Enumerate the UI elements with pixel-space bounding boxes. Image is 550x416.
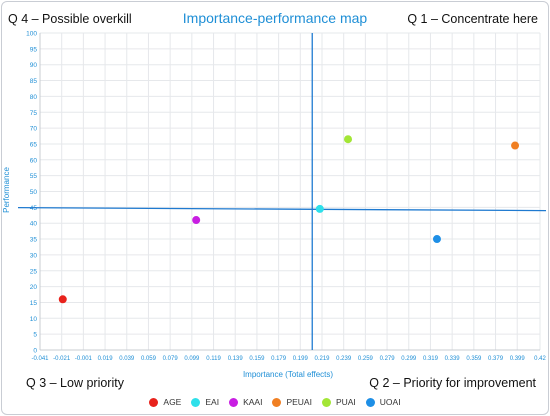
legend-item-uoai: UOAI [365,397,401,407]
legend-item-eai: EAI [191,397,219,407]
x-tick-label: 0.039 [119,356,135,362]
y-tick-label: 30 [30,252,38,259]
quadrant-4-label: Q 4 – Possible overkill [8,12,132,26]
legend-label: KAAI [243,397,263,407]
y-tick-label: 85 [30,78,38,85]
y-tick-label: 20 [30,284,38,291]
x-tick-label: -0.021 [53,356,71,362]
x-tick-label: 0.179 [271,356,287,362]
y-tick-label: 95 [30,46,38,53]
x-tick-label: 0.059 [141,356,157,362]
x-tick-label: -0.001 [75,356,93,362]
legend-label: PUAI [335,397,356,407]
x-tick-label: -0.041 [31,356,49,362]
data-point-uoai [432,235,441,244]
y-tick-label: 55 [30,173,38,180]
y-tick-label: 100 [26,31,37,38]
x-tick-label: 0.239 [336,356,352,362]
x-tick-label: 0.099 [184,356,200,362]
legend-swatch [365,397,375,407]
data-point-kaai [192,216,201,225]
legend-item-peuai: PEUAI [272,397,312,407]
x-tick-label: 0.379 [488,356,504,362]
horizontal-reference-line [17,206,547,212]
legend-label: EAI [205,397,220,407]
x-tick-label: 0.219 [314,356,330,362]
x-tick-label: 0.079 [163,356,179,362]
legend-item-age: AGE [149,397,181,407]
x-tick-label: 0.399 [510,356,526,362]
data-point-age [58,295,67,304]
y-tick-label: 60 [30,157,38,164]
legend-swatch [229,397,239,407]
y-tick-label: 25 [30,268,38,275]
x-tick-label: 0.359 [466,356,482,362]
x-tick-label: 0.119 [206,356,221,362]
y-tick-label: 65 [30,141,38,148]
legend-swatch [149,397,159,407]
tick-labels: 0510152025303540455055606570758085909510… [26,31,546,363]
legend-label: AGE [163,397,182,407]
legend-label: UOAI [379,397,401,407]
legend-label: PEUAI [286,397,312,407]
x-tick-label: 0.259 [358,356,374,362]
y-tick-label: 15 [30,300,38,307]
data-point-peuai [511,141,520,150]
y-tick-label: 35 [30,237,38,244]
x-tick-label: 0.279 [380,356,396,362]
legend-swatch [191,397,201,407]
y-tick-label: 70 [30,126,38,133]
y-axis-label: Performance [2,167,11,213]
x-tick-label: 0.159 [249,356,265,362]
data-point-eai [315,204,324,213]
chart-title: Importance-performance map [182,10,368,26]
x-tick-label: 0.42 [534,356,546,362]
y-tick-label: 0 [33,348,37,355]
y-tick-label: 90 [30,62,38,69]
x-tick-label: 0.319 [423,356,439,362]
legend-swatch [321,397,331,407]
legend: AGE EAI KAAI PEUAI PUAI UOAI [0,397,550,407]
data-point-puai [344,135,353,144]
legend-item-kaai: KAAI [229,397,262,407]
x-tick-label: 0.139 [228,356,244,362]
quadrant-3-label: Q 3 – Low priority [26,376,124,390]
x-axis-label: Importance (Total effects) [243,370,333,379]
reference-lines [17,33,547,350]
y-tick-label: 40 [30,221,38,228]
x-tick-label: 0.299 [401,356,417,362]
y-tick-label: 50 [30,189,38,196]
grid [39,32,541,351]
legend-swatch [272,397,282,407]
x-tick-label: 0.199 [293,356,309,362]
x-tick-label: 0.339 [445,356,461,362]
quadrant-1-label: Q 1 – Concentrate here [407,12,538,26]
axes [39,33,540,351]
y-tick-label: 10 [30,316,38,323]
y-tick-label: 75 [30,110,38,117]
quadrant-2-label: Q 2 – Priority for improvement [369,376,536,390]
y-tick-label: 5 [33,332,37,339]
x-tick-label: 0.019 [98,356,114,362]
legend-item-puai: PUAI [321,397,356,407]
y-tick-label: 80 [30,94,38,101]
data-points [58,135,520,304]
